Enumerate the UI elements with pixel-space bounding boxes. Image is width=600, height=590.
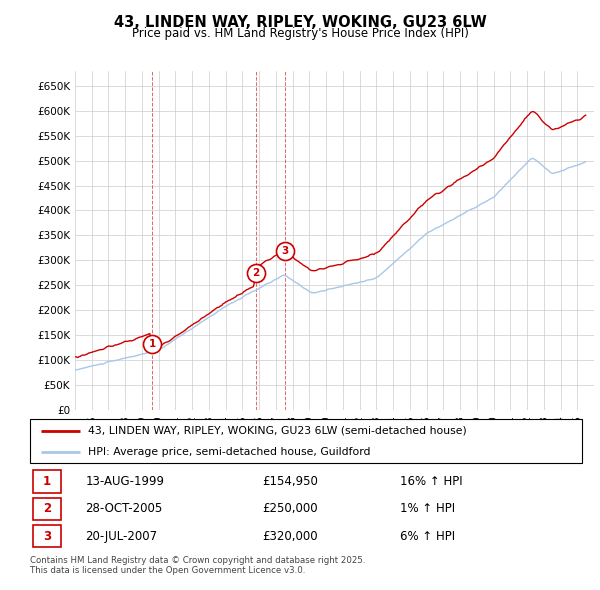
Text: 3: 3 bbox=[281, 246, 289, 256]
Text: 1% ↑ HPI: 1% ↑ HPI bbox=[400, 502, 455, 516]
Text: £154,950: £154,950 bbox=[262, 475, 318, 488]
FancyBboxPatch shape bbox=[33, 525, 61, 548]
Text: 2: 2 bbox=[43, 502, 51, 516]
Text: 1: 1 bbox=[43, 475, 51, 488]
Text: 16% ↑ HPI: 16% ↑ HPI bbox=[400, 475, 463, 488]
Text: Price paid vs. HM Land Registry's House Price Index (HPI): Price paid vs. HM Land Registry's House … bbox=[131, 27, 469, 40]
Text: 13-AUG-1999: 13-AUG-1999 bbox=[85, 475, 164, 488]
FancyBboxPatch shape bbox=[33, 498, 61, 520]
Text: 20-JUL-2007: 20-JUL-2007 bbox=[85, 530, 157, 543]
Text: 43, LINDEN WAY, RIPLEY, WOKING, GU23 6LW (semi-detached house): 43, LINDEN WAY, RIPLEY, WOKING, GU23 6LW… bbox=[88, 426, 467, 436]
FancyBboxPatch shape bbox=[30, 419, 582, 463]
Text: 6% ↑ HPI: 6% ↑ HPI bbox=[400, 530, 455, 543]
Text: 1: 1 bbox=[149, 339, 156, 349]
Text: £320,000: £320,000 bbox=[262, 530, 317, 543]
Text: £250,000: £250,000 bbox=[262, 502, 317, 516]
Text: 28-OCT-2005: 28-OCT-2005 bbox=[85, 502, 163, 516]
Text: Contains HM Land Registry data © Crown copyright and database right 2025.
This d: Contains HM Land Registry data © Crown c… bbox=[30, 556, 365, 575]
Text: HPI: Average price, semi-detached house, Guildford: HPI: Average price, semi-detached house,… bbox=[88, 447, 370, 457]
Text: 2: 2 bbox=[253, 268, 260, 278]
FancyBboxPatch shape bbox=[33, 470, 61, 493]
Text: 3: 3 bbox=[43, 530, 51, 543]
Text: 43, LINDEN WAY, RIPLEY, WOKING, GU23 6LW: 43, LINDEN WAY, RIPLEY, WOKING, GU23 6LW bbox=[113, 15, 487, 30]
